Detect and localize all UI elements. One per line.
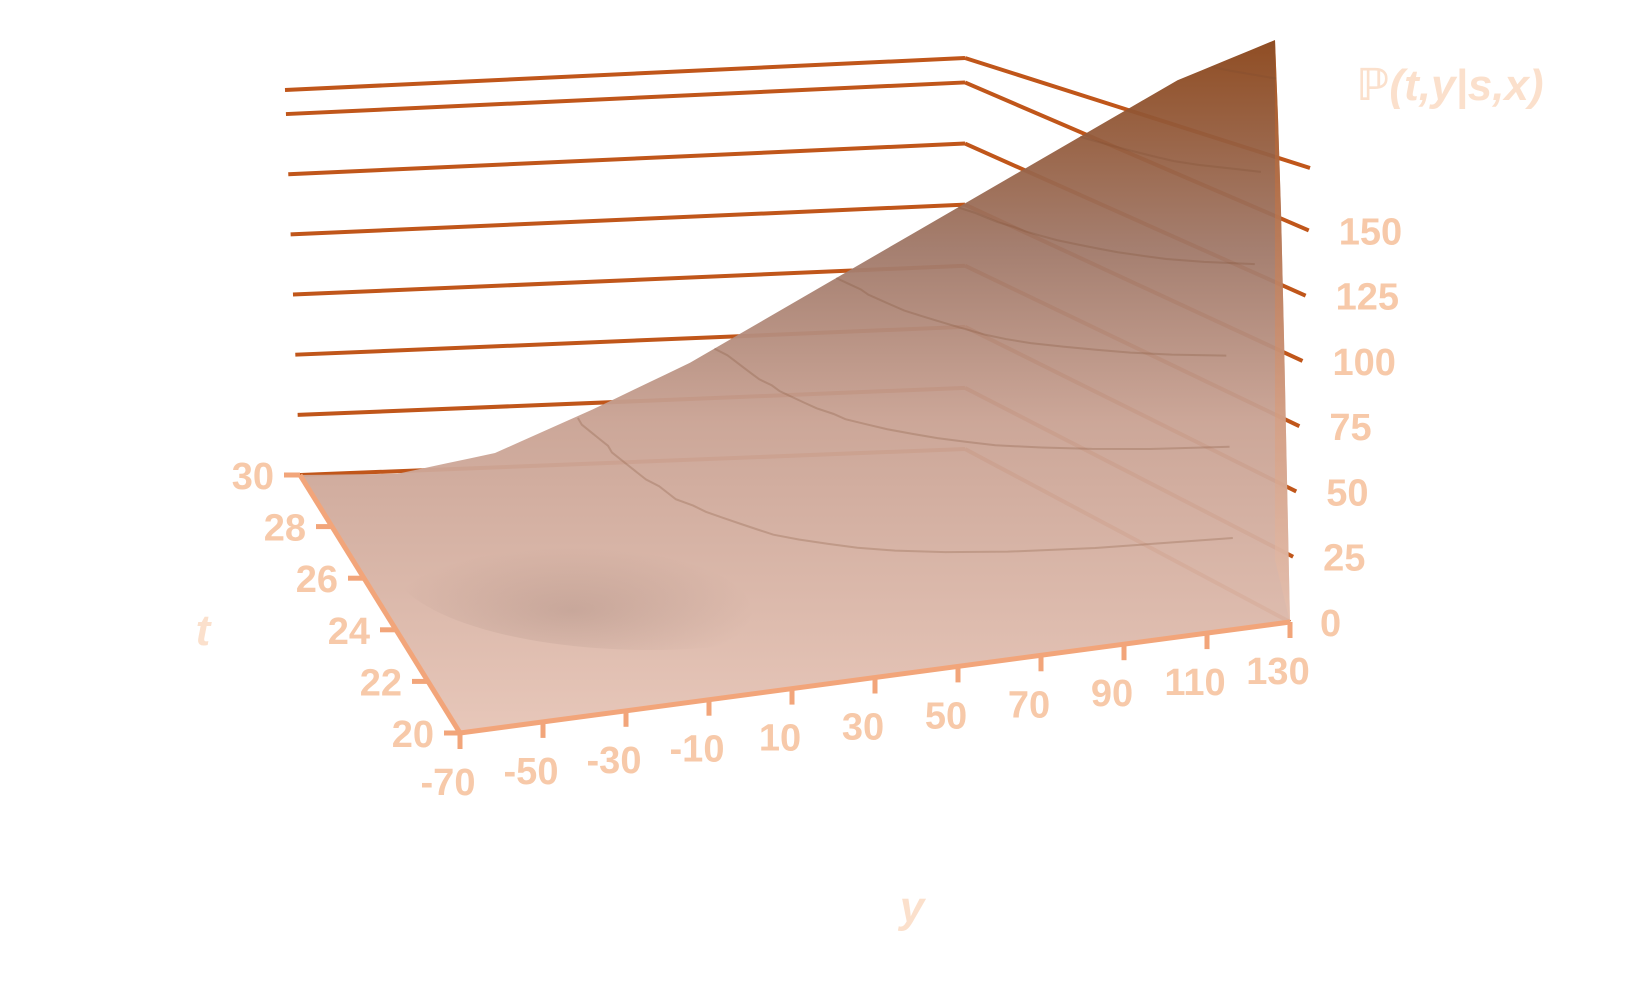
surface-contour — [1211, 65, 1277, 80]
z-tick-label: 75 — [1329, 407, 1371, 449]
back-wall-top-edge — [284, 56, 966, 92]
surface-contour — [835, 277, 1227, 357]
t-axis-title: t — [196, 606, 213, 655]
x-tick-label: 10 — [759, 718, 801, 760]
x-tick-label: 70 — [1008, 684, 1050, 726]
surface-contour — [957, 206, 1255, 266]
z-tick-label: 150 — [1339, 211, 1402, 253]
t-tick-label: 24 — [328, 611, 370, 653]
x-tick-label: 90 — [1091, 673, 1133, 715]
x-tick-label: -70 — [421, 762, 476, 804]
z-tick-label: 125 — [1336, 277, 1399, 319]
x-tick-label: -10 — [670, 729, 725, 771]
surface-shade — [390, 470, 910, 650]
surface-contour — [1079, 135, 1261, 173]
t-tick-label: 28 — [264, 508, 306, 550]
z-tick-label: 50 — [1326, 472, 1368, 514]
back-wall-gridline — [285, 80, 966, 117]
z-tick-label: 25 — [1323, 538, 1365, 580]
t-tick-label: 30 — [232, 456, 274, 498]
z-axis-title: ℙ(t,y|s,x) — [1356, 61, 1543, 110]
x-tick-label: -50 — [504, 751, 559, 793]
x-tick-label: -30 — [587, 740, 642, 782]
t-tick-label: 22 — [360, 662, 402, 704]
x-axis-title: y — [898, 883, 927, 932]
t-axis-line — [297, 473, 463, 735]
surface-layer — [300, 40, 1290, 733]
back-wall-gridline — [288, 141, 966, 177]
z-tick-label: 100 — [1333, 342, 1396, 384]
x-tick-label: 110 — [1164, 662, 1225, 704]
axes-layer — [284, 472, 1293, 749]
t-tick-label: 26 — [296, 559, 338, 601]
z-tick-label: 0 — [1320, 603, 1341, 645]
surface-right-face — [1275, 40, 1290, 622]
labels-layer: -70 -50 -30 -10 10 30 50 70 90 110 130 20 22 24 26 28 30… — [232, 211, 1402, 804]
x-tick-label: 50 — [925, 695, 967, 737]
t-tick-label: 20 — [392, 714, 434, 756]
x-tick-label: 130 — [1246, 651, 1309, 693]
surface-contour — [713, 347, 1230, 450]
x-tick-label: 30 — [842, 707, 884, 749]
back-wall-gridline — [290, 202, 966, 237]
